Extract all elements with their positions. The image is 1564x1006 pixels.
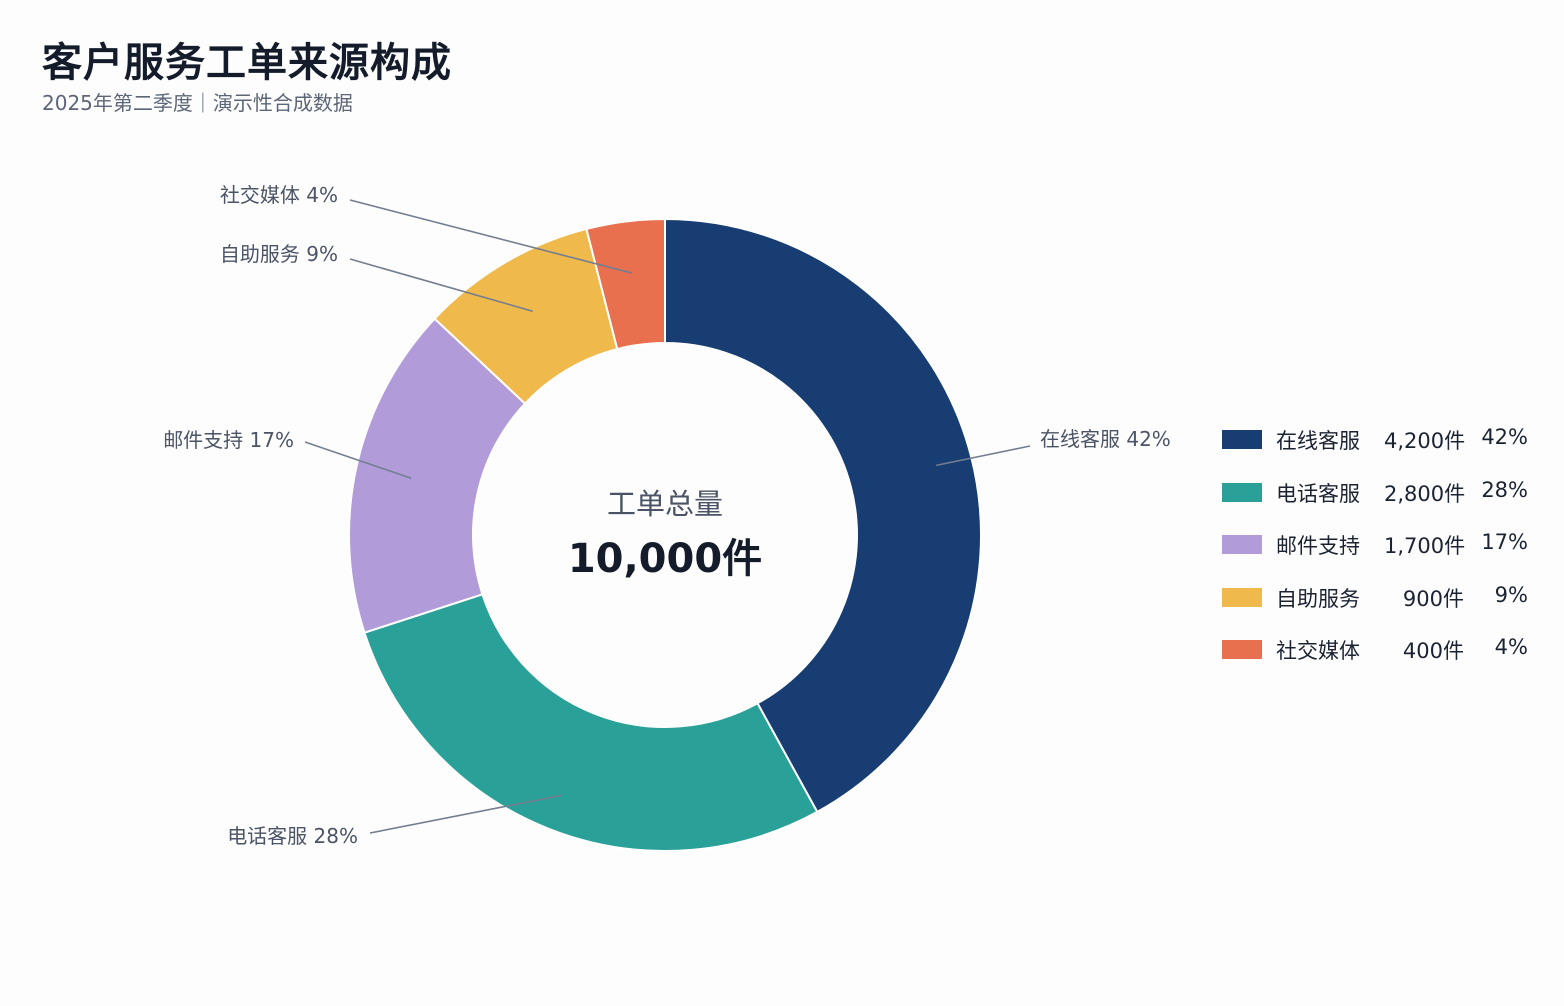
legend-count: 4,200件 [1384,429,1466,453]
leader-line [304,441,412,480]
donut-slice [664,217,982,814]
leader-lines [304,199,1031,834]
legend-item: 自助服务 900件 9% [1222,578,1552,631]
legend-name: 自助服务 [1276,586,1360,611]
leader-line [349,199,633,274]
legend-swatch [1222,587,1262,607]
legend-name: 在线客服 [1276,429,1360,453]
chart-title: 客户服务工单来源构成 [42,40,452,86]
leader-line [369,794,563,834]
legend-percent: 4% [1494,635,1528,659]
legend-name: 邮件支持 [1276,534,1360,558]
leader-line [936,445,1031,467]
slice-callouts: 在线客服 42% 电话客服 28% 邮件支持 17% 自助服务 9% 社交媒体 4% [163,183,1171,848]
slice-callout-label: 社交媒体 4% [220,183,338,207]
slice-callout-label: 邮件支持 17% [163,428,294,452]
legend-name: 电话客服 [1276,481,1360,506]
legend-swatch [1222,535,1262,554]
legend-swatch [1222,482,1262,502]
legend-percent: 17% [1481,530,1528,554]
legend: 在线客服 4,200件 42% 电话客服 2,800件 28% 邮件支持 1,700件 17% 自… [1222,420,1552,683]
legend-item: 在线客服 4,200件 42% [1222,420,1552,473]
center-total: 10,000件 [568,536,762,582]
slice-callout-label: 在线客服 42% [1040,427,1171,451]
legend-name: 社交媒体 [1276,639,1360,663]
donut-slice [348,317,527,634]
legend-percent: 42% [1481,425,1528,449]
legend-item: 社交媒体 400件 4% [1222,630,1552,683]
legend-count: 2,800件 [1384,481,1466,506]
legend-percent: 28% [1481,477,1528,502]
legend-swatch [1222,640,1262,659]
center-label: 工单总量 [607,487,723,521]
chart-subtitle: 2025年第二季度｜演示性合成数据 [42,91,353,115]
leader-line [349,258,533,312]
legend-item: 邮件支持 1,700件 17% [1222,525,1552,578]
legend-count: 900件 [1402,586,1464,611]
donut-slice [363,593,819,852]
legend-count: 1,700件 [1384,534,1466,558]
donut-slices [348,217,982,852]
legend-swatch [1222,430,1262,449]
slice-callout-label: 电话客服 28% [227,824,358,848]
legend-percent: 9% [1494,582,1528,607]
legend-item: 电话客服 2,800件 28% [1222,473,1552,526]
slice-callout-label: 自助服务 9% [220,242,338,266]
legend-count: 400件 [1402,639,1464,663]
donut-slice [585,217,666,351]
